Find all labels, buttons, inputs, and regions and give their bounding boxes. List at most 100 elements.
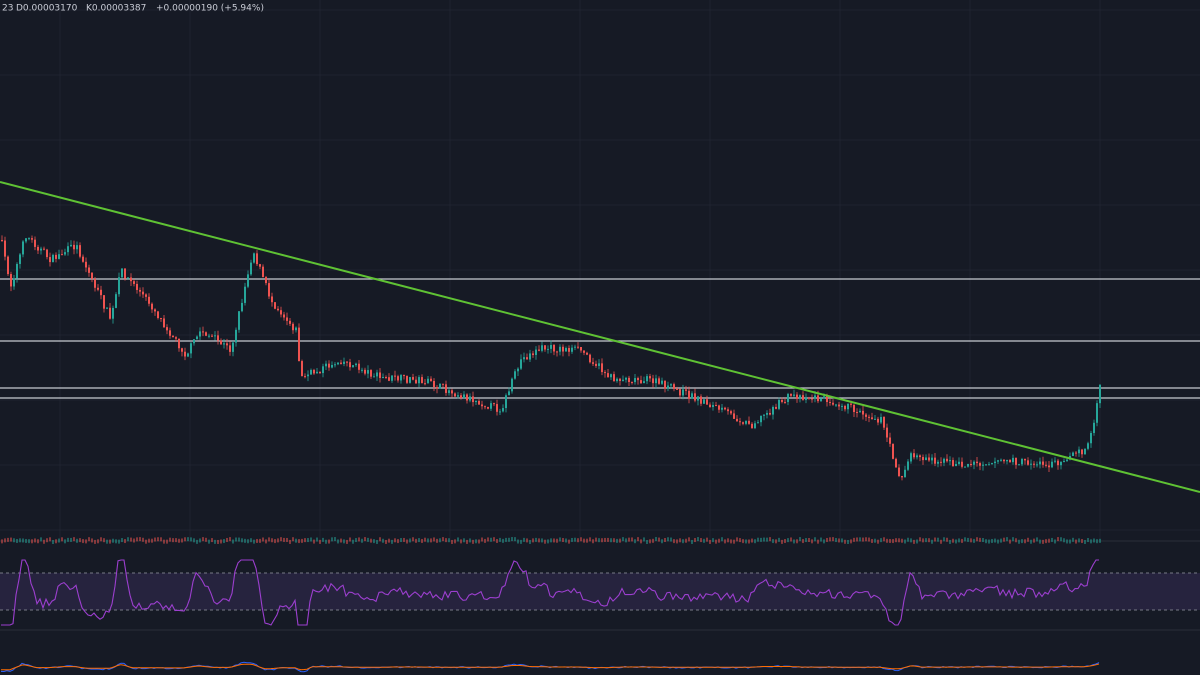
volume-bar	[100, 537, 102, 542]
volume-bar	[856, 537, 858, 542]
volume-bar	[193, 538, 195, 543]
volume-bar	[394, 538, 396, 543]
candle-body	[565, 348, 567, 352]
candle-body	[643, 381, 645, 384]
candle-body	[268, 283, 270, 297]
volume-bar	[832, 537, 834, 542]
candle-body	[244, 286, 246, 303]
volume-bar	[601, 538, 603, 543]
candle-body	[193, 339, 195, 344]
candle-body	[970, 463, 972, 465]
candle-body	[910, 453, 912, 462]
candle-body	[799, 395, 801, 399]
candle-body	[13, 278, 15, 287]
candle-body	[454, 393, 456, 397]
volume-bar	[454, 539, 456, 544]
volume-bar	[646, 539, 648, 544]
volume-bar	[637, 537, 639, 542]
volume-bar	[826, 537, 828, 542]
volume-bar	[814, 537, 816, 542]
candle-body	[136, 283, 138, 290]
candle-body	[451, 390, 453, 394]
candle-body	[226, 343, 228, 346]
candle-body	[781, 400, 783, 402]
candle-body	[325, 363, 327, 367]
volume-bar	[397, 539, 399, 544]
volume-bar	[361, 538, 363, 543]
volume-bar	[319, 539, 321, 544]
volume-bar	[817, 539, 819, 544]
volume-bar	[127, 537, 129, 542]
candle-body	[1030, 463, 1032, 465]
volume-bar	[523, 537, 525, 542]
volume-bar	[334, 537, 336, 542]
volume-bar	[853, 537, 855, 542]
candle-body	[166, 327, 168, 331]
candle-body	[904, 469, 906, 478]
volume-bar	[166, 539, 168, 544]
volume-bar	[1069, 539, 1071, 544]
candle-body	[178, 338, 180, 349]
candle-body	[520, 359, 522, 369]
candle-body	[433, 380, 435, 388]
candle-body	[472, 396, 474, 403]
volume-bar	[106, 539, 108, 544]
candle-body	[28, 238, 30, 240]
volume-bar	[877, 539, 879, 544]
volume-bar	[598, 538, 600, 543]
volume-bar	[1096, 539, 1098, 544]
candle-body	[97, 287, 99, 290]
volume-bar	[649, 539, 651, 544]
volume-bar	[787, 538, 789, 543]
volume-bar	[1039, 539, 1041, 544]
volume-bar	[313, 539, 315, 544]
volume-bar	[145, 539, 147, 544]
candle-body	[625, 377, 627, 380]
candle-body	[7, 256, 9, 275]
candle-body	[1027, 460, 1029, 465]
volume-bar	[499, 537, 501, 542]
volume-bar	[556, 538, 558, 543]
candle-body	[1006, 460, 1008, 462]
candle-body	[898, 467, 900, 477]
candle-body	[436, 387, 438, 389]
volume-bar	[550, 538, 552, 543]
candle-body	[487, 406, 489, 409]
candle-body	[766, 412, 768, 415]
candle-body	[919, 455, 921, 458]
candle-body	[733, 413, 735, 419]
volume-bar	[991, 538, 993, 543]
candle-body	[793, 394, 795, 396]
candle-body	[352, 365, 354, 368]
volume-bar	[268, 537, 270, 542]
candle-body	[709, 404, 711, 408]
candle-body	[541, 345, 543, 351]
candle-body	[301, 361, 303, 377]
volume-bar	[730, 539, 732, 544]
candle-body	[784, 401, 786, 403]
candle-body	[388, 377, 390, 381]
volume-bar	[583, 538, 585, 543]
volume-bar	[775, 539, 777, 544]
volume-bar	[808, 537, 810, 542]
candle-body	[619, 378, 621, 381]
volume-bar	[751, 538, 753, 543]
header-open: D0.00003170	[16, 4, 78, 14]
candle-body	[1060, 461, 1062, 466]
candle-body	[25, 238, 27, 242]
candle-body	[382, 377, 384, 379]
candle-body	[346, 361, 348, 363]
volume-bar	[493, 537, 495, 542]
volume-bar	[502, 538, 504, 543]
candle-body	[499, 411, 501, 413]
volume-bar	[901, 538, 903, 543]
candle-body	[583, 350, 585, 353]
volume-bar	[205, 537, 207, 542]
volume-bar	[400, 538, 402, 543]
candle-body	[853, 404, 855, 413]
candle-body	[148, 296, 150, 304]
candle-body	[790, 393, 792, 396]
volume-bar	[1054, 539, 1056, 544]
volume-bar	[316, 537, 318, 542]
volume-bar	[208, 539, 210, 544]
